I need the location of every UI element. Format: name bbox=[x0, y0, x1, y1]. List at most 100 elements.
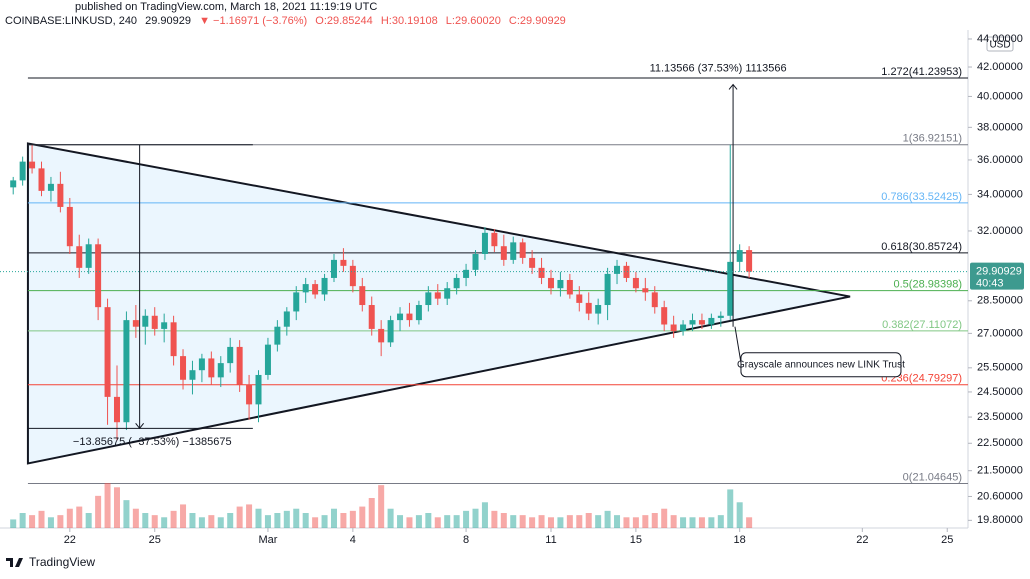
currency: USD bbox=[989, 40, 1010, 51]
footer: TradingView bbox=[6, 555, 95, 569]
volume-bar bbox=[104, 483, 111, 528]
volume-bar bbox=[340, 513, 347, 528]
y-tick-label: 20.60000 bbox=[977, 490, 1023, 502]
candle-body bbox=[614, 265, 621, 274]
volume-bar bbox=[614, 515, 621, 528]
candle-body bbox=[595, 305, 602, 314]
volume-bar bbox=[368, 498, 375, 528]
volume-bar bbox=[29, 515, 36, 528]
volume-bar bbox=[491, 510, 498, 528]
volume-bar bbox=[680, 517, 687, 528]
candle-body bbox=[113, 396, 120, 423]
candle-body bbox=[217, 363, 224, 378]
last-price-label: 29.90929 bbox=[976, 266, 1022, 278]
volume-bar bbox=[557, 517, 564, 528]
candle-body bbox=[415, 305, 422, 321]
volume-bar bbox=[397, 515, 404, 528]
candle-body bbox=[246, 384, 253, 405]
candle-body bbox=[378, 328, 385, 343]
volume-bar bbox=[623, 517, 630, 528]
candle-body bbox=[642, 288, 649, 293]
volume-bar bbox=[415, 515, 422, 528]
fib-label: 0.382(27.11072) bbox=[882, 319, 962, 331]
last: 29.90929 bbox=[145, 15, 192, 27]
candle-body bbox=[29, 161, 36, 169]
volume-bar bbox=[698, 517, 705, 528]
candle-body bbox=[236, 346, 243, 385]
candle-body bbox=[321, 277, 328, 295]
candle-body bbox=[576, 294, 583, 303]
candle-body bbox=[604, 273, 611, 306]
candle-body bbox=[132, 320, 139, 327]
candle-body bbox=[444, 288, 451, 299]
candle-body bbox=[208, 358, 215, 378]
volume-bar bbox=[604, 510, 611, 528]
y-tick-label: 34.00000 bbox=[977, 188, 1023, 200]
candle-body bbox=[708, 317, 715, 325]
candle-body bbox=[142, 315, 149, 327]
y-tick-label: 24.50000 bbox=[977, 386, 1023, 398]
candle-body bbox=[481, 232, 488, 254]
x-tick-label: 25 bbox=[149, 534, 161, 546]
volume-bar bbox=[717, 515, 724, 528]
callout-box bbox=[740, 352, 902, 378]
volume-bar bbox=[689, 517, 696, 528]
y-tick-label: 28.50000 bbox=[977, 295, 1023, 307]
measure-label: −13.85675 (−37.53%) −1385675 bbox=[73, 436, 232, 448]
candle-body bbox=[566, 279, 573, 295]
volume-bar bbox=[10, 519, 17, 528]
candle-body bbox=[547, 277, 554, 289]
change: ▼ −1.16971 (−3.76%) bbox=[199, 15, 308, 27]
volume-bar bbox=[463, 510, 470, 528]
candle-body bbox=[453, 277, 460, 289]
volume-bar bbox=[529, 517, 536, 528]
symbol-line: COINBASE:LINKUSD, 240 29.90929 ▼ −1.1697… bbox=[5, 15, 571, 27]
candle-body bbox=[623, 265, 630, 278]
volume-bar bbox=[642, 515, 649, 528]
candle-body bbox=[302, 284, 309, 293]
volume-bar bbox=[66, 508, 73, 528]
candle-body bbox=[293, 292, 300, 312]
volume-bar bbox=[595, 515, 602, 528]
y-tick-label: 23.50000 bbox=[977, 411, 1023, 423]
fib-label: 1.272(41.23953) bbox=[881, 66, 962, 78]
volume-bar bbox=[189, 513, 196, 528]
candle-body bbox=[557, 279, 564, 289]
volume-bar bbox=[510, 515, 517, 528]
x-tick-label: 22 bbox=[856, 534, 868, 546]
x-tick-label: 15 bbox=[630, 534, 642, 546]
fib-label: 0.5(28.98398) bbox=[894, 279, 963, 291]
candle-body bbox=[736, 250, 743, 262]
callout-connector bbox=[734, 326, 742, 363]
candle-body bbox=[10, 180, 17, 188]
candle-body bbox=[510, 242, 517, 260]
candle-body bbox=[661, 307, 668, 325]
candle-body bbox=[519, 242, 526, 258]
volume-bar bbox=[651, 513, 658, 528]
volume-bar bbox=[359, 506, 366, 528]
volume-bar bbox=[293, 508, 300, 528]
candle-body bbox=[349, 265, 356, 287]
candle-body bbox=[227, 346, 234, 364]
y-tick-label: 42.00000 bbox=[977, 61, 1023, 73]
candle-body bbox=[368, 305, 375, 329]
y-tick-label: 40.00000 bbox=[977, 90, 1023, 102]
volume-bar bbox=[38, 510, 45, 528]
candle-body bbox=[717, 315, 724, 318]
volume-bar bbox=[76, 506, 83, 528]
ohlc-low: L:29.60020 bbox=[445, 15, 501, 27]
volume-bar bbox=[246, 504, 253, 528]
candle-body bbox=[161, 322, 168, 329]
ohlc-high: H:30.19108 bbox=[380, 15, 438, 27]
candle-body bbox=[255, 374, 262, 405]
volume-bar bbox=[198, 517, 205, 528]
candle-body bbox=[330, 259, 337, 278]
x-tick-label: 11 bbox=[545, 534, 556, 546]
y-tick-label: 38.00000 bbox=[977, 121, 1023, 133]
x-tick-label: 25 bbox=[941, 534, 953, 546]
volume-bar bbox=[113, 487, 120, 528]
volume-bar bbox=[274, 513, 281, 528]
volume-bar bbox=[472, 508, 479, 528]
y-tick-label: 19.80000 bbox=[977, 514, 1023, 526]
